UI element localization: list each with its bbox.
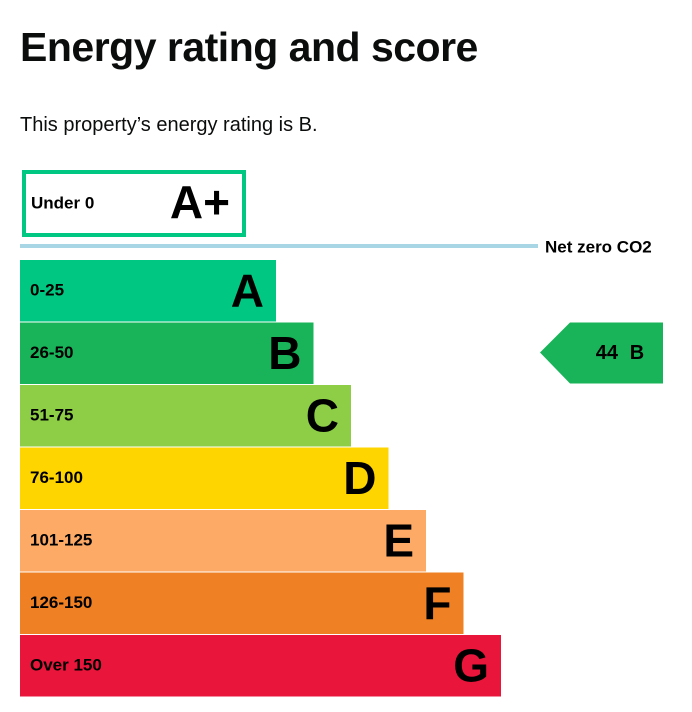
band-letter: B (268, 327, 301, 379)
current-score: 44 (596, 342, 619, 364)
band-letter: G (453, 639, 489, 691)
band-letter: D (343, 452, 376, 504)
page-title: Energy rating and score (20, 24, 478, 70)
net-zero-label: Net zero CO2 (545, 237, 652, 256)
band-bar (20, 572, 464, 634)
band-bar (20, 447, 389, 509)
band-bar (20, 635, 501, 697)
band-range: 26-50 (30, 343, 73, 362)
band-range: 126-150 (30, 593, 92, 612)
top-band-range: Under 0 (31, 193, 94, 212)
band-letter: A (231, 264, 264, 316)
band-bar (20, 260, 276, 322)
band-bar (20, 385, 351, 447)
band-bar (20, 510, 426, 572)
band-letter: F (423, 577, 451, 629)
band-range: Over 150 (30, 656, 102, 675)
description: This property’s energy rating is B. (20, 114, 318, 136)
band-range: 76-100 (30, 468, 83, 487)
band-letter: C (306, 389, 339, 441)
top-band-letter: A+ (170, 176, 230, 228)
top-band-box (22, 170, 246, 237)
band-range: 101-125 (30, 531, 92, 550)
band-range: 0-25 (30, 281, 64, 300)
band-range: 51-75 (30, 406, 73, 425)
band-bar (20, 322, 314, 384)
band-letter: E (383, 514, 414, 566)
current-letter: B (630, 342, 644, 364)
current-rating-arrow (540, 322, 663, 384)
